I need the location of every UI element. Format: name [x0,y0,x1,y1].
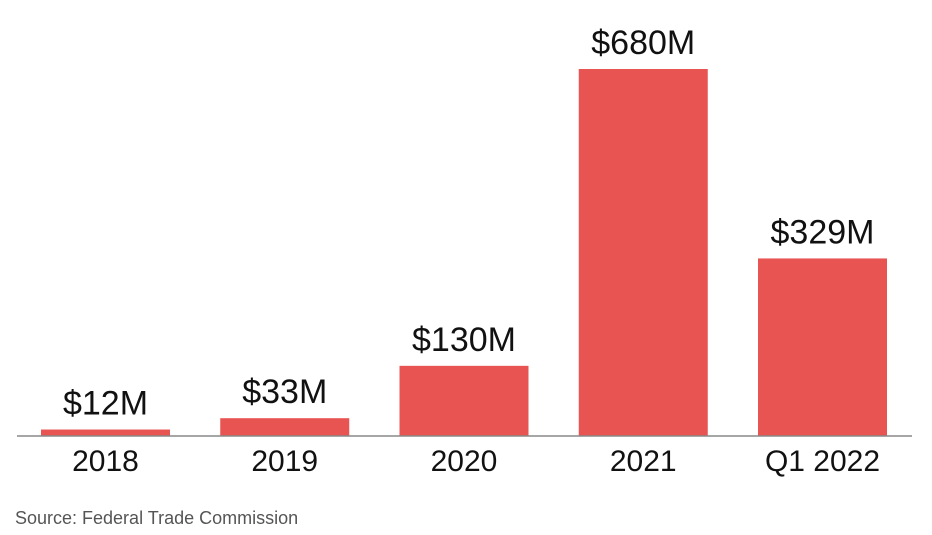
bar-q1-2022 [758,258,887,436]
data-label-2020: $130M [412,321,516,359]
x-tick-label-2020: 2020 [431,445,498,478]
data-label-2021: $680M [591,24,695,62]
bar-chart: $12M $33M $130M $680M $329M 2018 2019 2020 2021… [17,24,912,478]
bars-group [41,69,887,436]
x-tick-label-2019: 2019 [251,445,318,478]
bar-2020 [399,365,529,436]
bar-2018 [41,429,170,436]
x-tick-label-2018: 2018 [72,445,139,478]
source-note: Source: Federal Trade Commission [15,508,299,528]
data-label-q1-2022: $329M [771,213,875,251]
x-tick-labels-group: 2018 2019 2020 2021 Q1 2022 [72,445,880,478]
bar-labels-group: $12M $33M $130M $680M $329M [63,24,875,423]
bar-2019 [220,418,350,436]
data-label-2019: $33M [242,373,327,411]
bar-2021 [578,69,708,436]
x-tick-label-q1-2022: Q1 2022 [765,445,880,478]
data-label-2018: $12M [63,385,148,423]
x-tick-label-2021: 2021 [610,445,677,478]
